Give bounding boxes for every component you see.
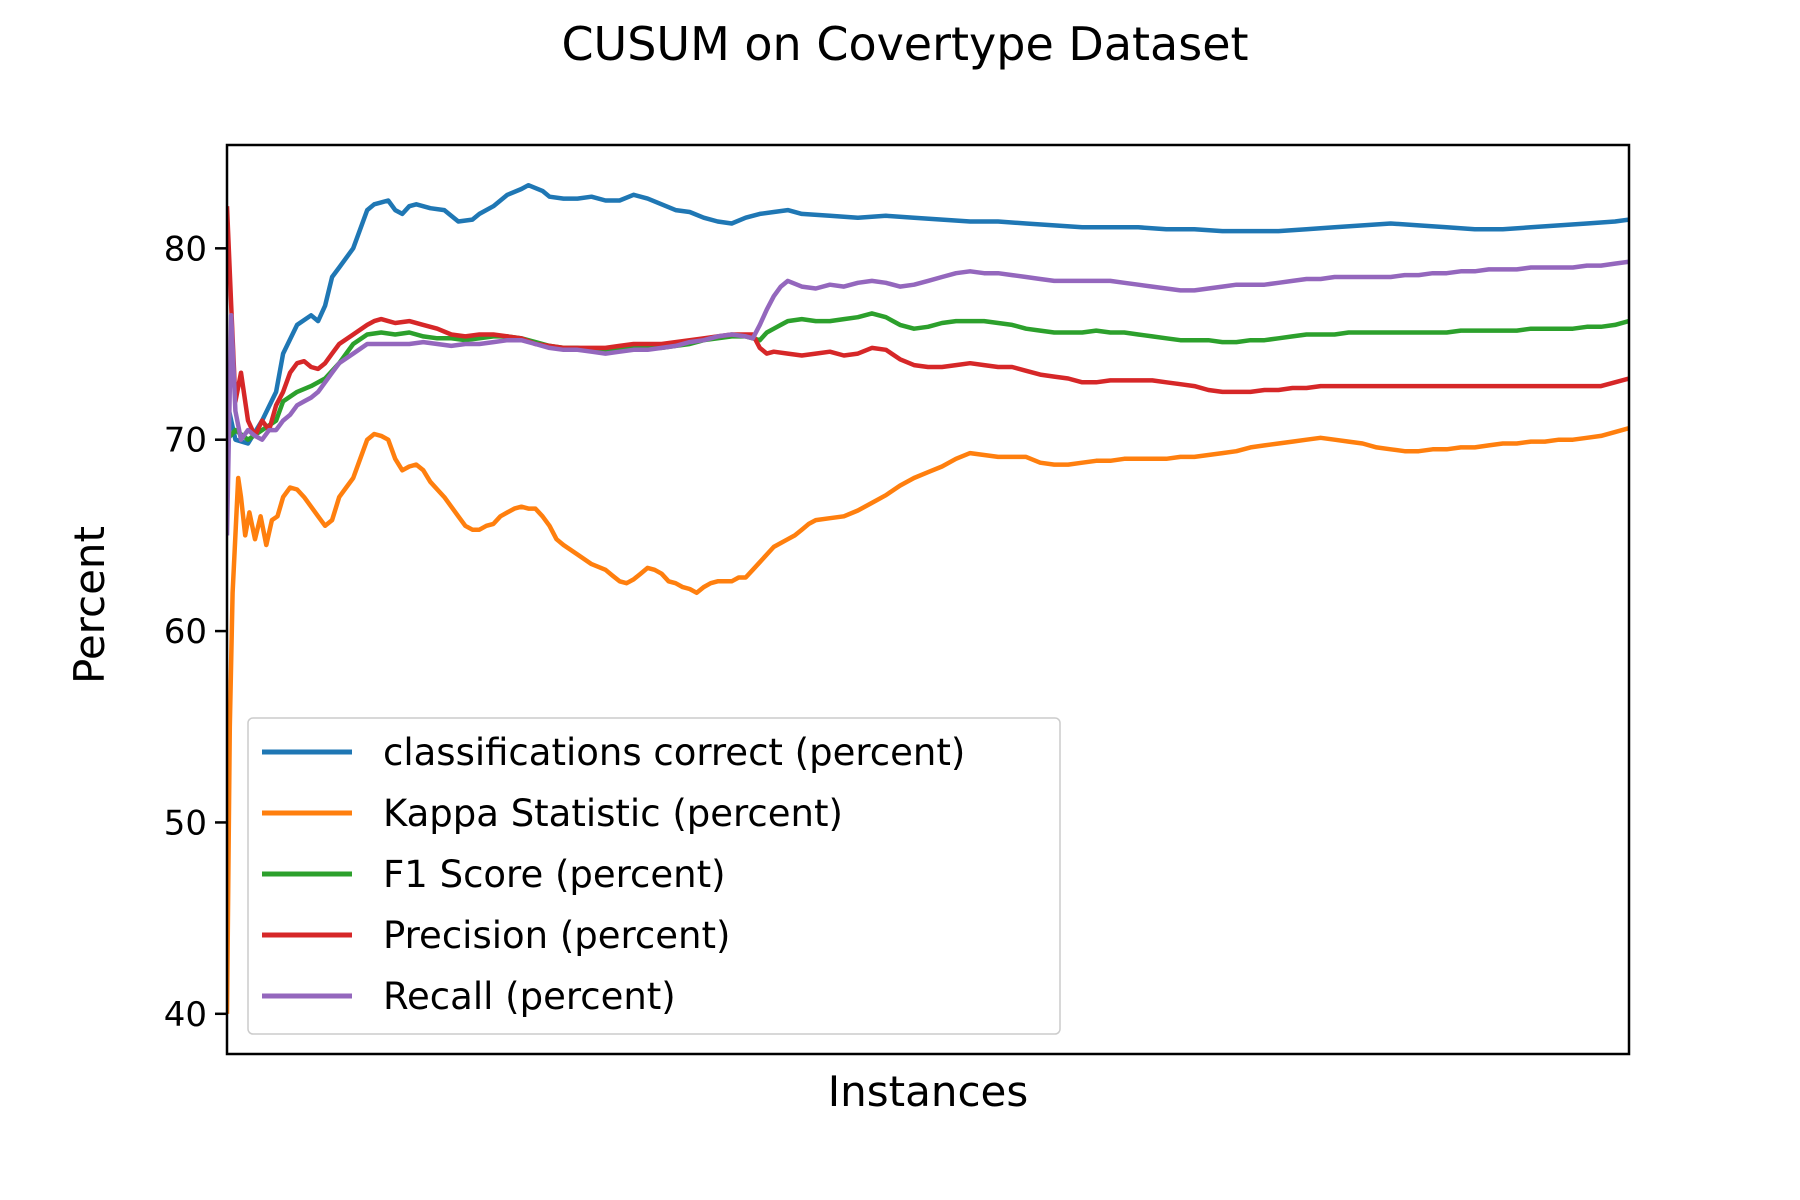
y-tick-label: 50 [164, 803, 207, 843]
series-layer [227, 182, 1629, 1014]
series-line-4 [227, 206, 1629, 439]
y-tick-label: 80 [164, 229, 207, 269]
legend-box [247, 717, 1061, 1035]
series-line-3 [227, 311, 1629, 442]
series-line-2 [227, 426, 1629, 1014]
chart-title: CUSUM on Covertype Dataset [561, 17, 1248, 71]
legend-label-3: F1 Score (percent) [383, 853, 726, 896]
y-axis: 40 50 60 70 80 [164, 229, 227, 1035]
plot-frame [225, 143, 1631, 1056]
y-tick-label: 70 [164, 421, 207, 461]
legend-label-1: classifications correct (percent) [383, 731, 965, 774]
legend-label-5: Recall (percent) [383, 975, 676, 1018]
y-tick-label: 60 [164, 612, 207, 652]
y-axis-title: Percent [65, 526, 114, 684]
legend-label-2: Kappa Statistic (percent) [383, 792, 843, 835]
legend-label-4: Precision (percent) [383, 914, 730, 957]
y-tick-label: 40 [164, 995, 207, 1035]
x-axis-title: Instances [828, 1067, 1029, 1116]
series-line-5 [227, 259, 1629, 536]
series-line-1 [227, 182, 1629, 446]
legend: classifications correct (percent) Kappa S… [247, 717, 1061, 1035]
